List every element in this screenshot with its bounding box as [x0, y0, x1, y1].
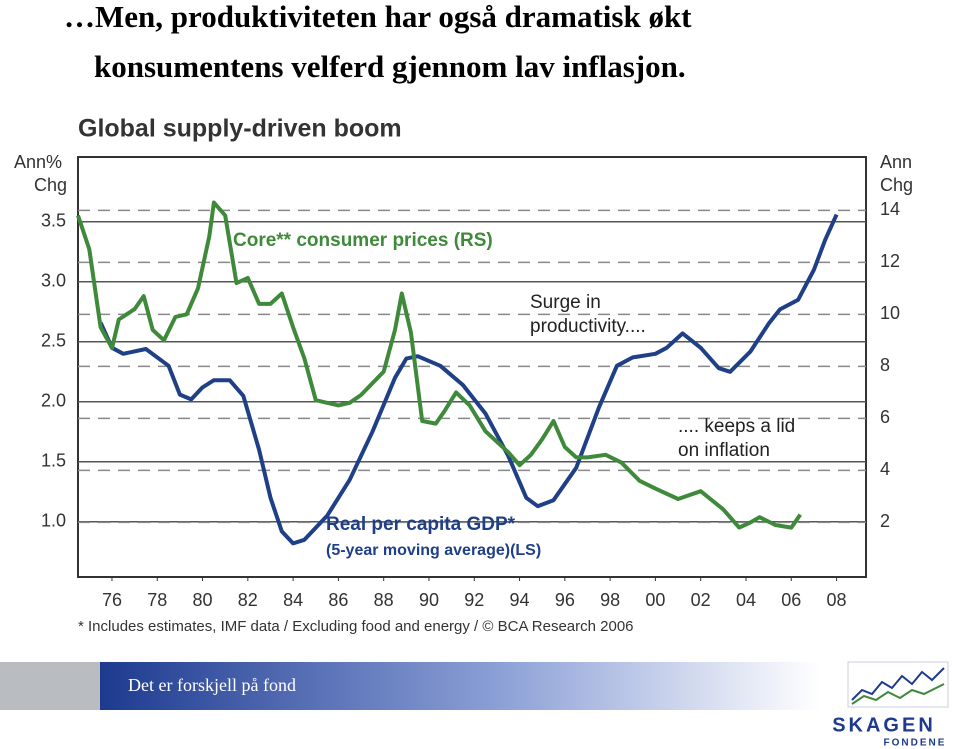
x-tick-label: 86	[328, 590, 348, 610]
y-label: Chg	[34, 175, 67, 195]
annotation: Surge in	[530, 292, 601, 313]
y-tick-label: 2.5	[41, 331, 66, 351]
logo-box	[847, 661, 949, 708]
x-tick-label: 00	[645, 590, 665, 610]
series-note: (5-year moving average)(LS)	[326, 542, 541, 559]
x-tick-label: 92	[464, 590, 484, 610]
y2-tick-label: 12	[880, 251, 900, 271]
x-tick-label: 76	[102, 590, 122, 610]
y-tick-label: 1.5	[41, 451, 66, 471]
annotation: .... keeps a lid	[678, 416, 795, 437]
y-tick-label: 1.0	[41, 511, 66, 531]
plot: 1.0 1.5 2.0 2.5 3.0 3.5 2 4 6 8 10 12 14 76 78 80 82 84 86…	[41, 156, 900, 610]
series-label: Core** consumer prices (RS)	[233, 230, 493, 251]
y2-tick-label: 6	[880, 407, 890, 427]
footer-bar	[100, 662, 820, 710]
x-tick-label: 90	[419, 590, 439, 610]
footnote: * Includes estimates, IMF data / Excludi…	[78, 618, 634, 635]
y-tick-label: 2.0	[41, 391, 66, 411]
y2-tick-label: 10	[880, 303, 900, 323]
x-tick-label: 98	[600, 590, 620, 610]
y-label: Ann%	[14, 152, 62, 172]
x-tick-label: 78	[147, 590, 167, 610]
y2-tick-label: 14	[880, 199, 900, 219]
slide-title: …Men, produktiviteten har også dramatisk…	[64, 0, 692, 34]
series-line	[98, 213, 839, 546]
y2-tick-label: 4	[880, 459, 890, 479]
x-tick-label: 84	[283, 590, 303, 610]
slide-title: konsumentens velferd gjennom lav inflasj…	[94, 49, 686, 84]
logo-line	[851, 667, 945, 701]
y-tick-label: 3.0	[41, 271, 66, 291]
series-line	[76, 200, 802, 530]
logo-line	[851, 683, 945, 705]
annotation: on inflation	[678, 440, 770, 461]
x-tick-label: 04	[736, 590, 756, 610]
logo-sub: FONDENE	[884, 738, 947, 749]
series-label: Real per capita GDP*	[326, 514, 516, 535]
x-tick-label: 82	[238, 590, 258, 610]
x-tick-label: 80	[193, 590, 213, 610]
y2-label: Chg	[880, 175, 913, 195]
x-tick-label: 08	[827, 590, 847, 610]
x-tick-label: 96	[555, 590, 575, 610]
footer-photo	[0, 662, 100, 710]
footer-text: Det er forskjell på fond	[128, 675, 296, 695]
annotation: productivity....	[530, 316, 646, 337]
x-tick-label: 94	[510, 590, 530, 610]
chart-title: Global supply-driven boom	[78, 115, 402, 143]
y-tick-label: 3.5	[41, 211, 66, 231]
y2-tick-label: 2	[880, 511, 890, 531]
y2-label: Ann	[880, 152, 912, 172]
x-tick-label: 02	[691, 590, 711, 610]
x-tick-label: 06	[781, 590, 801, 610]
x-tick-label: 88	[374, 590, 394, 610]
logo-text: SKAGEN	[832, 714, 936, 736]
y2-tick-label: 8	[880, 355, 890, 375]
